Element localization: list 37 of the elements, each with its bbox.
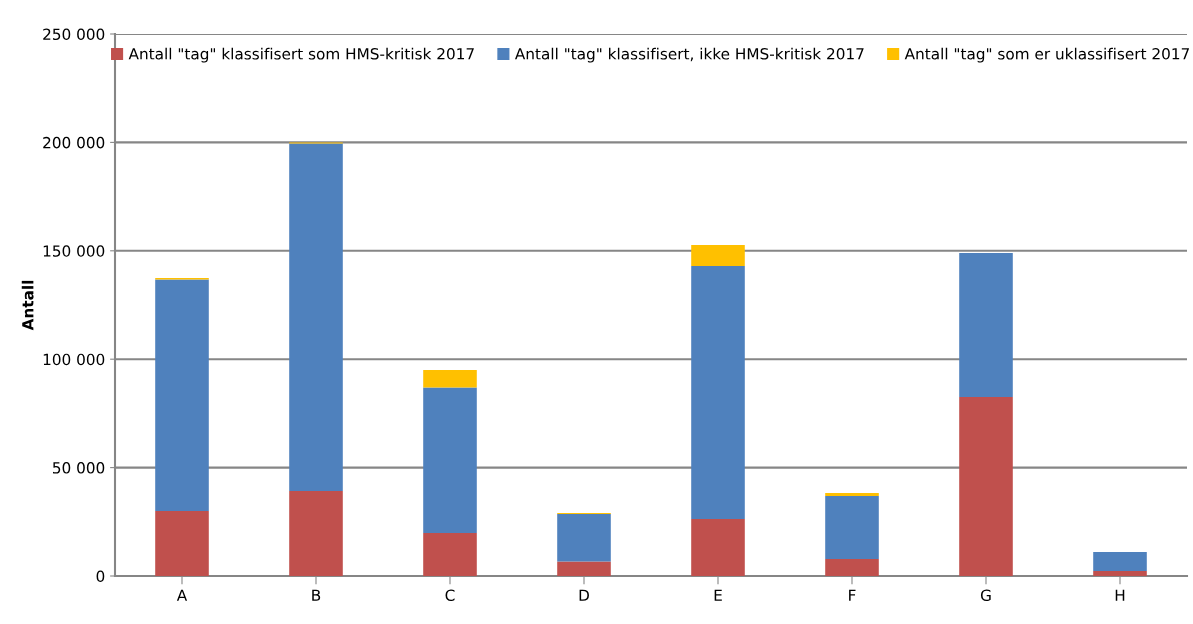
bar (155, 510, 209, 576)
bar (423, 533, 477, 576)
x-tick-label: G (980, 589, 991, 602)
x-tick-label: H (1115, 589, 1125, 601)
y-tick-label: 200 000 (43, 136, 105, 149)
legend-label: Antall "tag" klassifisert, ikke HMS-kritisk 2017 (514, 47, 864, 63)
y-tick-label: 100 000 (43, 353, 105, 366)
y-tick-label: 150 000 (43, 245, 105, 257)
bar (289, 143, 343, 492)
x-tick-label: B (312, 589, 321, 601)
bar (691, 518, 745, 576)
bar (959, 252, 1013, 397)
bar (155, 279, 209, 511)
bar (423, 370, 477, 388)
legend-label: Antall "tag" som er uklassifisert 2017 (904, 47, 1189, 63)
legend-label: Antall "tag" klassifisert som HMS-kritisk 2017 (128, 47, 474, 63)
y-tick-label: 0 (96, 570, 105, 583)
y-axis-title: Antall (21, 280, 34, 331)
bar (959, 396, 1013, 576)
bar (825, 492, 879, 496)
x-tick-label: C (445, 589, 455, 602)
bar (557, 514, 611, 562)
bar (1093, 571, 1147, 576)
x-tick-label: D (579, 589, 589, 601)
bar (557, 561, 611, 576)
bar (691, 244, 745, 266)
x-tick-label: A (176, 589, 188, 601)
bar (825, 559, 879, 576)
bar (423, 387, 477, 534)
bar (1093, 551, 1147, 572)
y-tick-label: 50 000 (53, 462, 105, 474)
bar (825, 496, 879, 560)
y-tick-label: 250 000 (43, 28, 105, 41)
x-tick-label: F (849, 589, 856, 601)
bar (289, 491, 343, 576)
bar (691, 265, 745, 519)
x-tick-label: E (714, 589, 722, 601)
